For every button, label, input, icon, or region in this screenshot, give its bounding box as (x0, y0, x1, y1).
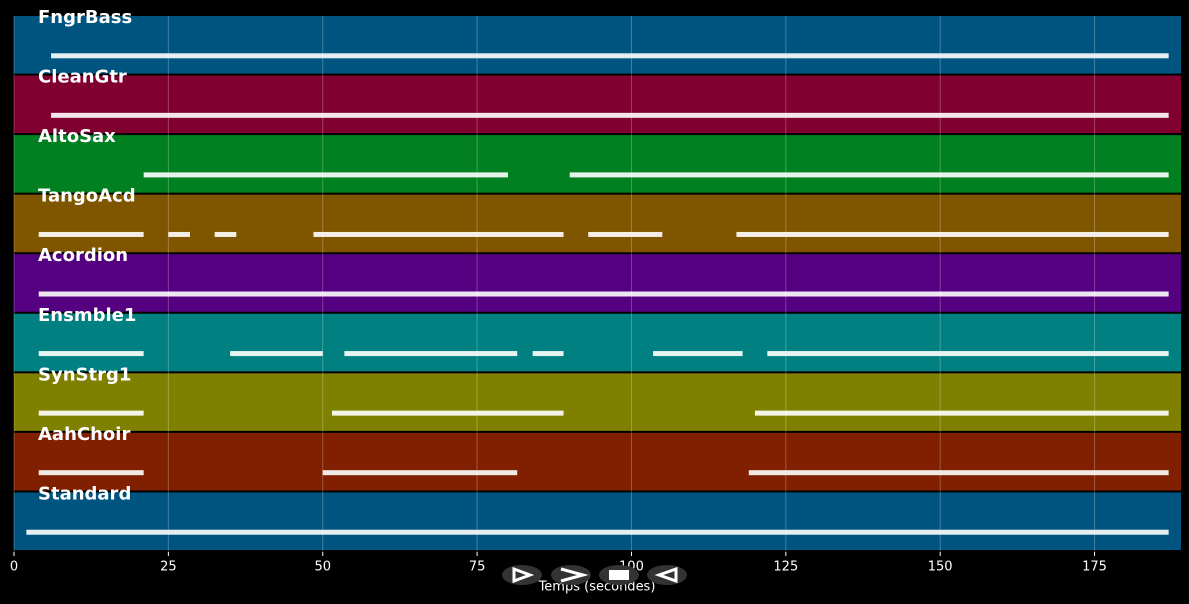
note-segment (331, 410, 564, 416)
note-segment (38, 410, 144, 416)
note-segment (532, 351, 564, 357)
x-tick-label: 50 (314, 560, 331, 575)
track-name: FngrBass (38, 7, 132, 28)
note-segment (754, 410, 1169, 416)
back-button[interactable] (647, 565, 687, 585)
track-name: SynStrg1 (38, 364, 131, 385)
x-tick-label: 25 (160, 560, 177, 575)
note-segment (736, 231, 1169, 237)
note-segment (38, 351, 144, 357)
note-segment (143, 172, 508, 178)
x-tick-label: 0 (10, 560, 18, 575)
track-name: TangoAcd (38, 186, 136, 207)
x-tick-label: 125 (773, 560, 798, 575)
note-segment (322, 470, 518, 476)
note-segment (214, 231, 237, 237)
track-lane (14, 313, 1181, 372)
note-segment (168, 231, 190, 237)
forward-button[interactable] (551, 565, 591, 585)
note-segment (51, 53, 1169, 59)
note-segment (51, 112, 1169, 118)
note-segment (38, 231, 144, 237)
track-lane (14, 432, 1181, 491)
note-segment (588, 231, 663, 237)
track-lane (14, 492, 1181, 550)
track-name: AahChoir (38, 424, 130, 445)
note-segment (313, 231, 564, 237)
track-lane (14, 135, 1181, 193)
track-name: Ensmble1 (38, 305, 136, 326)
note-segment (26, 529, 1169, 535)
track-lane (14, 75, 1181, 134)
note-segment (653, 351, 743, 357)
track-lane (14, 194, 1181, 253)
transport-controls (502, 565, 687, 585)
track-lane (14, 16, 1181, 74)
note-segment (569, 172, 1169, 178)
x-tick-label: 75 (469, 560, 486, 575)
x-tick-label: 175 (1082, 560, 1107, 575)
stop-button[interactable] (599, 565, 639, 585)
note-segment (230, 351, 323, 357)
track-name: Standard (38, 483, 131, 504)
note-segment (38, 470, 144, 476)
play-button[interactable] (502, 565, 542, 585)
x-axis-label: Temps (secondes) (538, 580, 656, 595)
x-tick-label: 150 (928, 560, 953, 575)
track-name: CleanGtr (38, 67, 127, 88)
track-lane (14, 254, 1181, 312)
note-segment (38, 291, 1169, 297)
track-name: AltoSax (38, 126, 116, 147)
track-lane (14, 373, 1181, 431)
note-segment (344, 351, 518, 357)
note-segment (748, 470, 1169, 476)
track-name: Acordion (38, 245, 128, 266)
note-segment (767, 351, 1169, 357)
